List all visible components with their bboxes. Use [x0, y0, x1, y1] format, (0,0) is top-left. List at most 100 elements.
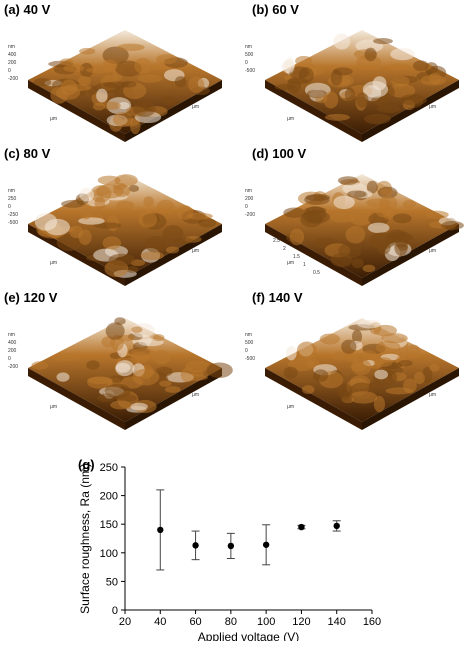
afm-grain: [56, 234, 82, 251]
afm-grain: [186, 212, 213, 220]
afm-grain: [362, 81, 389, 98]
afm-grain: [388, 63, 409, 71]
afm-grain: [344, 87, 356, 103]
afm-grain: [351, 329, 363, 344]
afm-grain: [369, 381, 383, 391]
afm-grain: [381, 333, 408, 344]
afm-grain: [406, 344, 421, 359]
afm-grain: [357, 319, 382, 329]
afm-grain: [95, 184, 124, 199]
afm-grain: [374, 369, 388, 380]
afm-grain: [132, 368, 160, 386]
afm-axis-unit: μm: [192, 392, 199, 398]
afm-z-label: nm: [245, 44, 252, 50]
afm-axis-tick: 1.5: [293, 254, 300, 260]
afm-grain: [323, 91, 339, 109]
afm-grain: [192, 369, 204, 377]
afm-grain: [94, 196, 106, 210]
afm-grain: [366, 180, 378, 194]
afm-grain: [345, 225, 366, 244]
panel-f-label: (f) 140 V: [252, 290, 303, 305]
afm-grain: [134, 57, 152, 74]
afm-grain: [79, 47, 96, 55]
afm-z-label: 250: [8, 196, 17, 202]
afm-grain: [185, 360, 210, 373]
afm-z-label: -200: [245, 212, 255, 218]
afm-grain: [102, 236, 122, 250]
afm-grain: [69, 225, 84, 239]
afm-grain: [102, 101, 121, 110]
afm-grain: [206, 362, 233, 378]
afm-grain: [105, 322, 125, 340]
afm-grain: [120, 81, 137, 88]
afm-grain: [109, 375, 125, 383]
afm-grain: [86, 360, 100, 370]
afm-grain: [33, 78, 52, 87]
afm-side-left: [265, 368, 362, 430]
afm-axis-tick: 0.5: [313, 270, 320, 276]
afm-grain: [306, 89, 327, 99]
afm-z-label: 500: [245, 52, 254, 58]
afm-surface-b: nm 500 0 -500 μm μm: [245, 30, 459, 142]
afm-grain: [289, 228, 305, 246]
afm-grain: [143, 196, 154, 207]
afm-side-right: [362, 368, 459, 430]
afm-z-label: 200: [8, 60, 17, 66]
afm-grain: [56, 85, 81, 100]
afm-grain: [97, 175, 121, 185]
afm-grain: [159, 380, 172, 387]
afm-grain: [347, 190, 367, 198]
afm-grain: [79, 187, 95, 202]
afm-grain: [164, 386, 181, 393]
afm-grain: [152, 349, 171, 365]
afm-z-label: 0: [8, 204, 11, 210]
afm-grain: [188, 76, 205, 94]
afm-grain: [350, 362, 367, 372]
afm-grain: [367, 222, 390, 234]
y-tick-label: 200: [100, 491, 118, 503]
afm-grain: [162, 225, 184, 243]
roughness-chart: 20 40 60 80 100 120 140 160 0 50 100 150 200 250 Appli…: [78, 462, 381, 644]
afm-grain: [385, 387, 413, 395]
afm-grain: [351, 258, 364, 269]
afm-z-label: 400: [8, 340, 17, 346]
afm-grain: [305, 193, 331, 202]
afm-surface-a: nm 400 200 0 -200 μm μm: [8, 30, 222, 142]
panel-c-label: (c) 80 V: [4, 146, 51, 161]
afm-axis-unit: μm: [50, 404, 57, 410]
afm-grain: [397, 359, 413, 367]
afm-side-left: [265, 80, 362, 142]
afm-side-right: [125, 368, 222, 430]
afm-grain: [155, 366, 173, 377]
afm-grain: [295, 55, 313, 67]
afm-z-label: nm: [245, 332, 252, 338]
afm-grain: [402, 199, 416, 209]
afm-side-right: [125, 80, 222, 142]
x-tick-label: 80: [225, 616, 237, 628]
afm-axis-unit: μm: [192, 104, 199, 110]
afm-grain: [392, 213, 412, 224]
x-tick-label: 60: [189, 616, 201, 628]
afm-grain: [349, 209, 373, 226]
afm-z-label: -500: [245, 68, 255, 74]
afm-grain: [145, 236, 167, 253]
afm-z-label: -200: [8, 76, 18, 82]
afm-axis-tick: 2.5: [273, 238, 280, 244]
afm-side-right: [362, 80, 459, 142]
afm-grain: [283, 366, 298, 379]
afm-grain: [34, 212, 58, 231]
afm-z-label: -200: [8, 364, 18, 370]
afm-grain: [130, 402, 148, 411]
y-tick-label: 250: [100, 462, 118, 474]
afm-grain: [151, 62, 169, 70]
afm-grain: [360, 350, 377, 360]
afm-grain: [341, 392, 353, 403]
afm-grain: [286, 77, 302, 94]
panel-e-label: (e) 120 V: [4, 290, 58, 305]
x-tick-label: 120: [292, 616, 310, 628]
afm-grain: [391, 75, 410, 87]
afm-axis-unit: μm: [192, 248, 199, 254]
afm-grain: [131, 326, 143, 333]
afm-grain: [312, 369, 329, 382]
afm-grain: [80, 203, 93, 220]
